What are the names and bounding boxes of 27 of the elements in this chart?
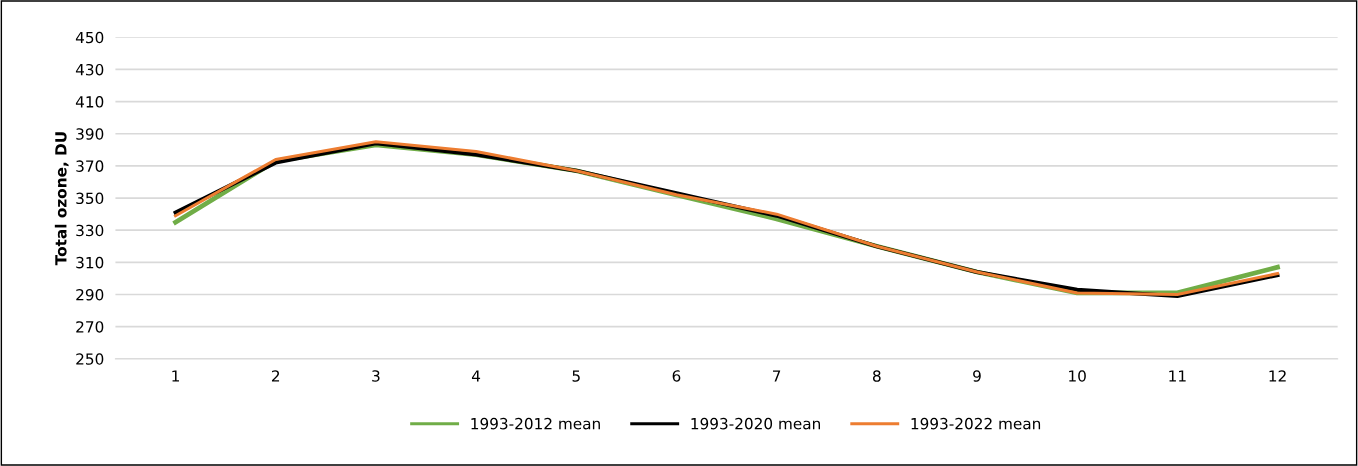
legend-label: 1993-2020 mean xyxy=(691,417,820,430)
x-tick-label: 11 xyxy=(1169,370,1186,382)
x-tick-label: 10 xyxy=(1069,370,1086,382)
x-tick-label: 9 xyxy=(973,370,981,382)
y-tick-label: 350 xyxy=(76,192,104,205)
y-tick-label: 390 xyxy=(76,128,104,140)
x-tick-label: 3 xyxy=(372,370,380,382)
y-tick-label: 290 xyxy=(76,288,104,301)
y-tick-label: 310 xyxy=(76,256,104,269)
y-tick-label: 270 xyxy=(76,321,104,333)
x-tick-label: 12 xyxy=(1269,370,1286,382)
y-tick-label: 430 xyxy=(75,63,104,76)
x-tick-label: 4 xyxy=(471,370,481,382)
y-tick-label: 330 xyxy=(76,224,104,237)
legend-label: 1993-2012 mean xyxy=(471,417,600,430)
x-tick-label: 6 xyxy=(672,370,681,382)
y-axis-title: Total ozone, DU xyxy=(54,132,69,266)
x-tick-label: 5 xyxy=(572,370,580,382)
y-tick-label: 370 xyxy=(76,160,104,172)
x-tick-label: 2 xyxy=(271,370,280,382)
y-tick-label: 250 xyxy=(76,353,104,365)
y-tick-label: 450 xyxy=(75,31,104,44)
x-tick-label: 1 xyxy=(172,370,179,382)
y-tick-label: 410 xyxy=(75,96,104,108)
x-tick-label: 8 xyxy=(872,370,881,382)
legend-label: 1993-2022 mean xyxy=(911,417,1041,430)
x-tick-label: 7 xyxy=(773,370,781,382)
